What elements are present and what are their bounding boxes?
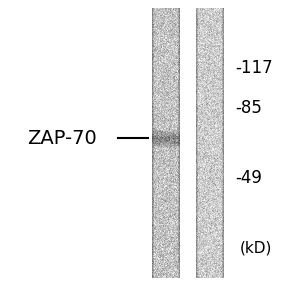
Text: -117: -117 <box>235 59 273 77</box>
Text: (kD): (kD) <box>240 240 272 255</box>
Text: ZAP-70: ZAP-70 <box>27 128 97 147</box>
Text: -49: -49 <box>235 169 262 187</box>
Text: -85: -85 <box>235 99 262 117</box>
